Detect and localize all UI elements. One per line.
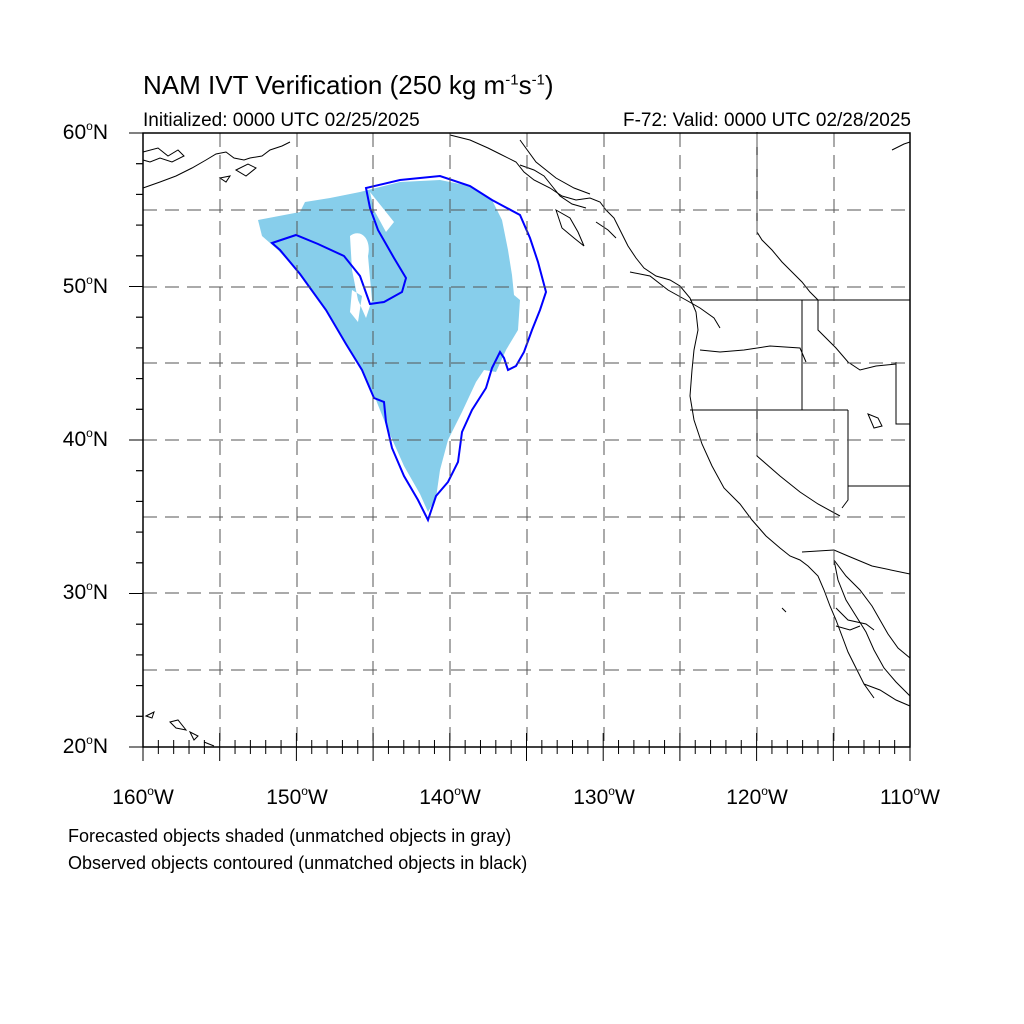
lon-label-160: 160oW — [112, 784, 174, 809]
valid-time: F-72: Valid: 0000 UTC 02/28/2025 — [623, 110, 911, 131]
legend-note-forecast: Forecasted objects shaded (unmatched obj… — [68, 826, 512, 846]
lat-label-20: 20oN — [62, 733, 108, 758]
forecast-object — [258, 180, 520, 512]
coastlines — [142, 134, 911, 747]
observed-contour — [270, 174, 548, 523]
lon-label-130: 130oW — [573, 784, 635, 809]
legend-note-observed: Observed objects contoured (unmatched ob… — [68, 853, 528, 873]
borders — [519, 132, 911, 631]
lon-label-150: 150oW — [266, 784, 328, 809]
lat-label-50: 50oN — [62, 273, 108, 298]
lon-label-140: 140oW — [419, 784, 481, 809]
lon-label-120: 120oW — [726, 784, 788, 809]
lat-label-40: 40oN — [62, 426, 108, 451]
init-time: Initialized: 0000 UTC 02/25/2025 — [143, 110, 420, 131]
graticule — [143, 133, 910, 747]
page-title: NAM IVT Verification (250 kg m-1s-1) — [143, 70, 554, 100]
lat-label-60: 60oN — [62, 119, 108, 144]
lat-label-30: 30oN — [62, 579, 108, 604]
lon-label-110: 110oW — [880, 784, 940, 809]
tick-marks — [129, 132, 911, 761]
